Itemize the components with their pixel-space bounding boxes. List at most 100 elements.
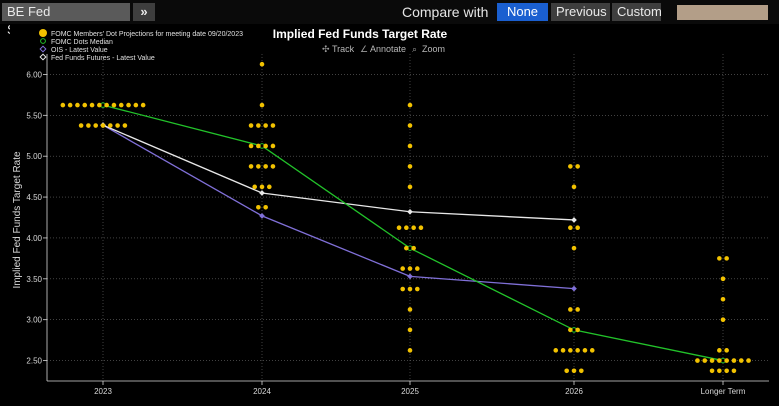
fomc-dot	[717, 368, 722, 374]
x-tick-label: 2025	[401, 387, 419, 396]
fomc-dot	[724, 256, 729, 261]
fomc-dot	[108, 123, 113, 128]
y-tick-label: 6.00	[26, 70, 42, 79]
expand-chevron-icon[interactable]: »	[133, 3, 155, 21]
y-tick-label: 3.50	[26, 275, 42, 284]
fomc-dot	[248, 123, 254, 128]
fomc-dot	[724, 348, 729, 353]
fomc-dot	[270, 164, 276, 169]
fomc-dot	[407, 123, 413, 128]
fomc-dot	[404, 225, 409, 231]
y-tick-label: 5.00	[26, 152, 42, 161]
fomc-dot	[575, 307, 580, 312]
zoom-button[interactable]: Zoom	[422, 44, 445, 54]
app-title-button[interactable]: BE Fed Spectrometer	[2, 3, 130, 37]
fomc-dot	[717, 348, 722, 353]
fomc-dot	[270, 143, 276, 149]
fomc-dot	[78, 123, 84, 128]
fomc-dot	[259, 102, 265, 108]
y-tick-label: 4.50	[26, 193, 42, 202]
dot-projections	[60, 61, 751, 374]
fomc-dot	[717, 256, 722, 261]
y-tick-label: 2.50	[26, 357, 42, 366]
fomc-dot	[731, 358, 737, 363]
fomc-dot	[267, 184, 272, 190]
fomc-dot	[259, 184, 265, 190]
fomc-dot	[411, 245, 416, 251]
fomc-dot	[575, 225, 580, 231]
fomc-dot	[248, 164, 254, 169]
y-tick-label: 3.00	[26, 316, 42, 325]
fomc-dot	[111, 102, 117, 108]
ois-point	[259, 213, 265, 219]
zoom-icon[interactable]: ⌕	[412, 44, 417, 54]
legend-median-marker-icon	[40, 38, 46, 44]
fomc-dot	[404, 245, 409, 251]
fomc-dot	[724, 368, 729, 374]
fomc-dot	[118, 102, 124, 108]
fomc-dot	[418, 225, 424, 231]
fomc-dot	[720, 276, 726, 282]
chart-title: Implied Fed Funds Target Rate	[273, 27, 448, 41]
fomc-dot	[746, 358, 751, 363]
fomc-dot	[415, 266, 420, 271]
axes: 2.50 3.00 3.50 4.00 4.50 5.00 5.50 6.00 2023 2024…	[26, 54, 769, 396]
fomc-dot	[411, 225, 416, 231]
compare-previous-button[interactable]: Previous	[551, 3, 610, 21]
fomc-dot	[709, 358, 715, 363]
legend-futures-marker-icon	[39, 53, 47, 61]
annotate-button[interactable]: Annotate	[370, 44, 406, 54]
fomc-dot	[104, 102, 109, 108]
fomc-dot	[568, 164, 573, 169]
fomc-dot	[695, 358, 700, 363]
custom-compare-field[interactable]	[677, 5, 768, 20]
fomc-dot	[248, 143, 254, 149]
y-tick-label: 4.00	[26, 234, 42, 243]
compare-custom-button[interactable]: Custom	[612, 3, 662, 21]
fomc-dot	[407, 286, 413, 292]
fomc-dot	[717, 358, 722, 363]
ois-point	[571, 285, 577, 292]
fomc-dot	[126, 102, 131, 108]
fomc-dot	[571, 245, 577, 251]
fomc-dot	[400, 266, 406, 271]
x-tick-label: Longer Term	[701, 387, 746, 396]
futures-point	[571, 217, 577, 223]
grid-lines	[47, 54, 769, 381]
fomc-dot	[82, 102, 88, 108]
fomc-dot	[720, 296, 726, 302]
compare-none-button[interactable]: None	[497, 3, 548, 21]
fomc-dot	[568, 307, 573, 312]
fomc-dot	[60, 102, 66, 108]
fomc-dot	[589, 348, 595, 353]
fomc-dot	[122, 123, 128, 128]
fomc-dot	[568, 225, 573, 231]
fomc-dot	[709, 368, 715, 374]
futures-series-line	[102, 124, 575, 221]
fomc-dot	[256, 143, 261, 149]
annotate-icon[interactable]: ∠	[360, 44, 368, 54]
fomc-dot	[720, 317, 726, 322]
futures-point	[407, 208, 413, 215]
fomc-dot	[270, 123, 276, 128]
median-series-line	[102, 104, 724, 362]
legend-item-futures: Fed Funds Futures - Latest Value	[51, 55, 155, 62]
fomc-dot	[731, 368, 737, 374]
fomc-dot	[575, 327, 580, 333]
fomc-dot	[140, 102, 146, 108]
fomc-dot	[571, 368, 577, 374]
fomc-dot	[575, 348, 580, 353]
fomc-dot	[86, 123, 91, 128]
legend-item-median: FOMC Dots Median	[51, 39, 113, 46]
legend-dot-marker-icon	[39, 29, 47, 37]
legend-item-dots: FOMC Members' Dot Projections for meetin…	[51, 31, 243, 38]
legend-ois-marker-icon	[39, 45, 47, 53]
fomc-dot	[263, 143, 268, 149]
fomc-dot	[407, 143, 413, 149]
fomc-dot	[263, 204, 268, 210]
fomc-dot	[407, 327, 413, 333]
x-tick-label: 2024	[253, 387, 271, 396]
y-axis-label: Implied Fed Funds Target Rate	[12, 151, 23, 289]
track-icon[interactable]: ✣	[322, 44, 330, 54]
track-button[interactable]: Track	[332, 44, 355, 54]
